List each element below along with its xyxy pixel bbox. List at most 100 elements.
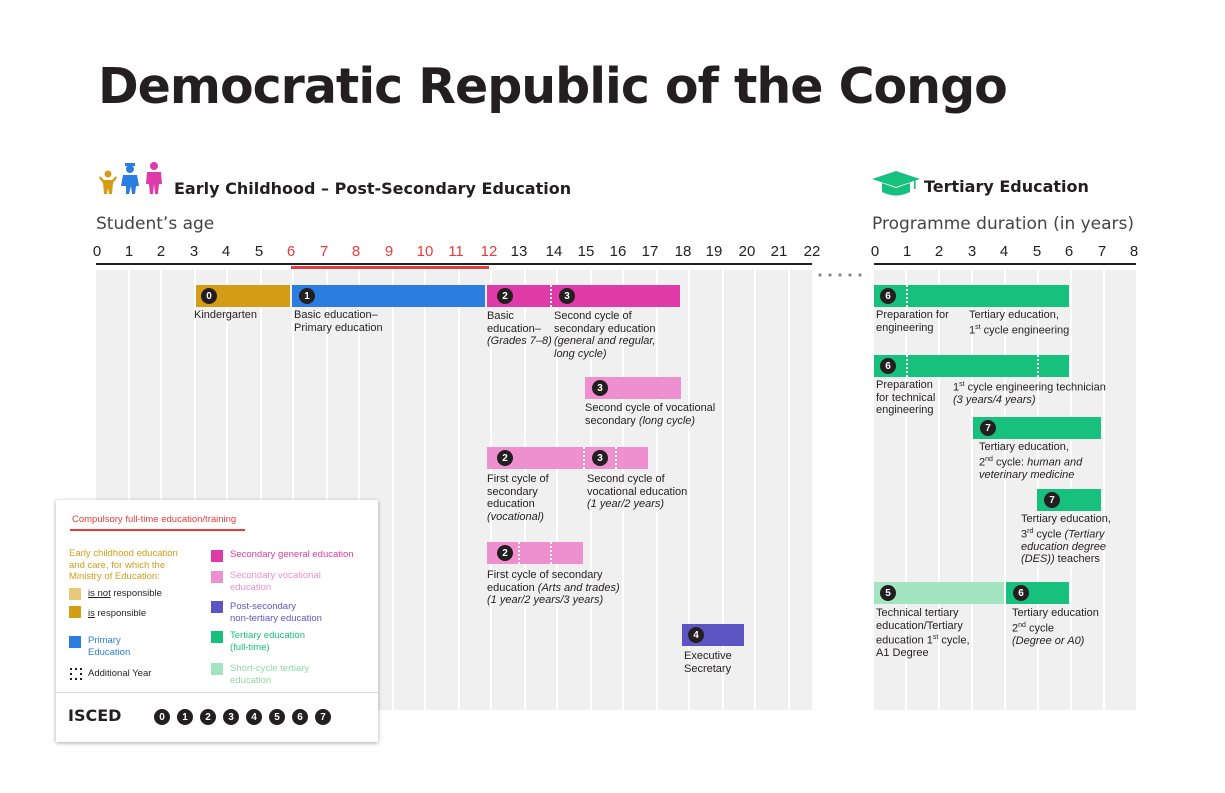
page-title: Democratic Republic of the Congo [98,58,1008,115]
isced-badge: 5 [880,585,896,601]
bar-short-cycle [874,582,1004,604]
label-tertiary-a0: Tertiary education 2nd cycle (Degree or … [1012,607,1099,647]
age-tick: 5 [254,243,264,260]
label-prep-engineering: Preparation for engineering [876,309,949,334]
label-arts-trades: First cycle of secondary education (Arts… [487,569,620,606]
age-tick: 1 [124,243,134,260]
age-tick: 22 [803,243,821,260]
duration-tick: 3 [967,243,977,260]
age-tick: 15 [577,243,595,260]
isced-badge: 1 [299,288,315,304]
label-tertiary-1st-engineering: Tertiary education, 1st cycle engineerin… [969,309,1070,337]
grid-column [756,270,788,710]
label-first-cycle-vocational: First cycle of secondary education (vocati… [487,473,549,523]
bar-vocational [487,447,648,469]
legend-swatch-post-secondary [211,601,223,613]
legend-swatch-primary [69,636,81,648]
legend-short-cycle: Short-cycle tertiary education [230,663,310,686]
legend-divider [56,692,378,693]
isced-badge: 2 [497,545,513,561]
duration-axis-line [874,263,1136,265]
age-axis-title: Student’s age [96,214,215,234]
age-tick-compulsory: 7 [319,243,329,260]
grid-column [460,270,490,710]
legend-tertiary: Tertiary education (full-time) [230,630,305,653]
legend-post-secondary: Post-secondary non-tertiary education [230,601,322,624]
age-tick: 16 [609,243,627,260]
legend-compulsory-line [70,529,245,531]
bar-secondary-general [487,285,680,307]
compulsory-range-line [291,266,489,269]
isced-badge: 3 [559,288,575,304]
label-tertiary-3rd-cycle: Tertiary education, 3rd cycle (Tertiary … [1021,513,1111,566]
label-kindergarten: Kindergarten [194,309,257,321]
label-vocational-long: Second cycle of vocational secondary (lo… [585,402,716,427]
duration-axis-title: Programme duration (in years) [872,214,1135,234]
age-tick-compulsory: 9 [384,243,394,260]
label-primary: Basic education– Primary education [294,309,383,334]
grid-column [1105,270,1136,710]
age-tick: 4 [221,243,231,260]
isced-badge: 1 [177,709,193,725]
isced-badge: 5 [269,709,285,725]
isced-badge: 3 [223,709,239,725]
grid-column [1006,270,1037,710]
section-title-left: Early Childhood – Post-Secondary Educati… [174,179,572,198]
bar-vocational-long [585,377,681,399]
duration-tick: 6 [1064,243,1074,260]
legend-swatch-not-responsible [69,588,81,600]
grid-column [874,270,905,710]
isced-badge: 7 [980,420,996,436]
label-second-cycle-general: Second cycle of secondary education (gene… [554,310,656,360]
label-basic-lower: Basic education– (Grades 7–8) [487,310,552,347]
isced-badge: 4 [688,627,704,643]
age-tick-compulsory: 8 [351,243,361,260]
legend-secondary-vocational: Secondary vocational education [230,570,321,593]
age-tick: 19 [705,243,723,260]
label-tertiary-2nd-cycle: Tertiary education, 2nd cycle: human and… [979,441,1083,481]
duration-tick: 8 [1129,243,1139,260]
legend-isced-label: ISCED [68,706,122,725]
label-prep-technical: Preparation for technical engineering [876,379,936,416]
duration-tick: 2 [934,243,944,260]
legend-additional-year: Additional Year [88,668,152,679]
isced-badge: 2 [497,450,513,466]
bar-tertiary-technical [874,355,1069,377]
legend-swatch-responsible [69,606,81,618]
graduation-cap-icon [872,171,920,197]
legend-ec-heading: Early childhood education and care, for w… [69,548,178,582]
grid-column [790,270,812,710]
age-tick: 21 [770,243,788,260]
legend-swatch-short-cycle [211,663,223,675]
grid-column [592,270,622,710]
grid-column [426,270,458,710]
isced-badge: 0 [154,709,170,725]
isced-badge: 6 [292,709,308,725]
age-tick: 18 [674,243,692,260]
isced-badge: 3 [592,450,608,466]
isced-badge: 7 [315,709,331,725]
age-tick: 20 [738,243,756,260]
age-tick-compulsory: 11 [448,243,464,260]
bar-kindergarten [196,285,290,307]
additional-year-marker [906,355,908,377]
bar-tertiary-engineering [874,285,1069,307]
legend-swatch-secondary-vocational [211,571,223,583]
duration-tick: 0 [870,243,880,260]
legend-compulsory-label: Compulsory full-time education/training [72,514,237,525]
bar-tertiary-2nd-cycle [973,417,1101,439]
age-tick: 0 [92,243,102,260]
label-technical-tertiary: Technical tertiary education/Tertiary edu… [876,607,970,660]
isced-badge: 3 [592,380,608,396]
grid-column [558,270,590,710]
isced-badge: 2 [497,288,513,304]
legend-swatch-tertiary [211,631,223,643]
grid-column [940,270,971,710]
label-second-cycle-vocational: Second cycle of vocational education (1 y… [587,473,688,510]
age-tick: 17 [641,243,659,260]
duration-tick: 1 [902,243,912,260]
age-tick: 14 [545,243,563,260]
age-axis-line [96,263,812,265]
grid-column [492,270,524,710]
isced-badge: 2 [200,709,216,725]
